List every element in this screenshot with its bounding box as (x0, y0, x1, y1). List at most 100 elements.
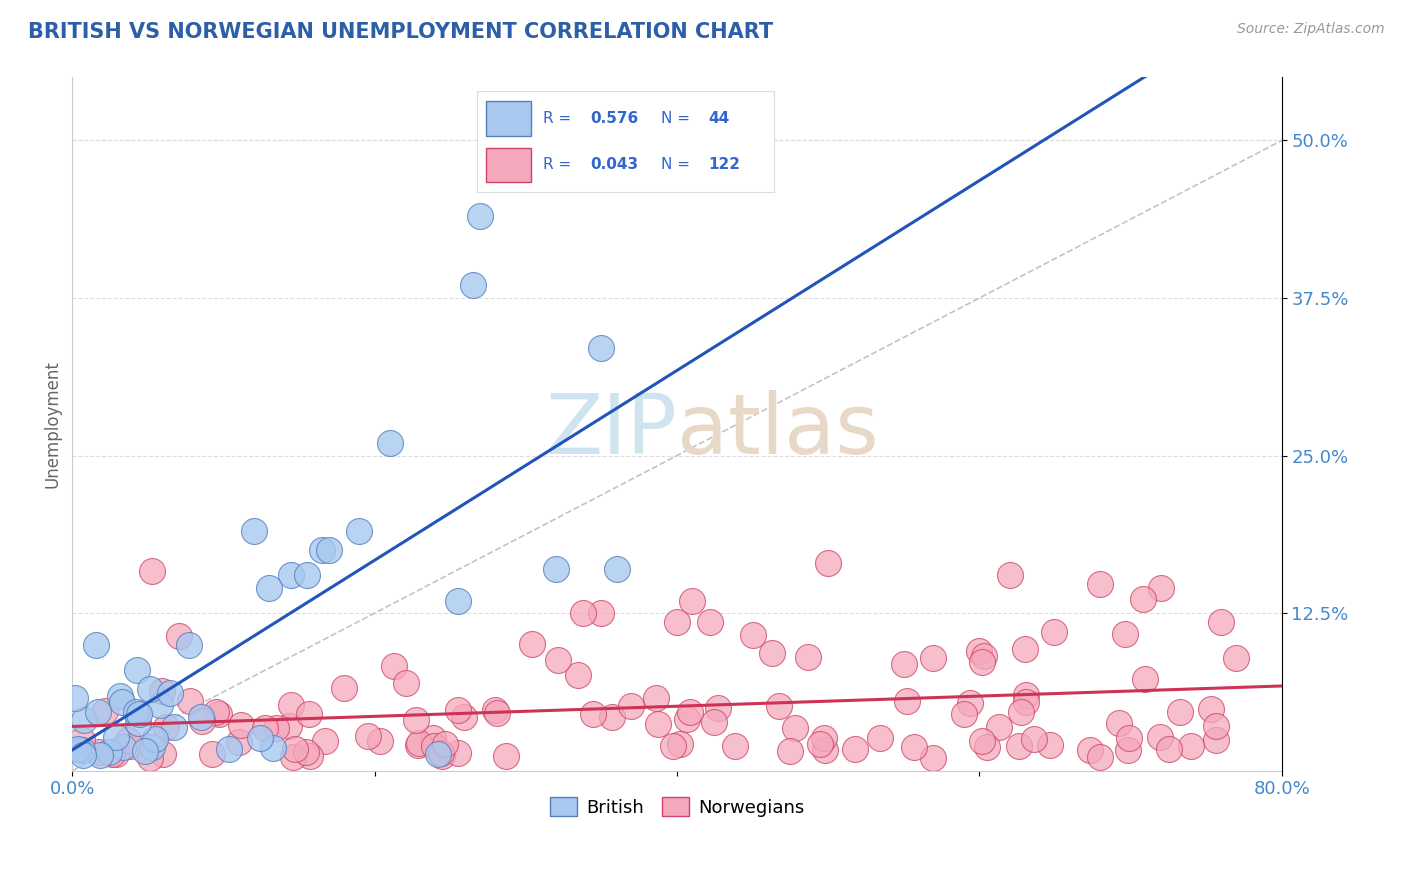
Point (1133, 672, 1156, 686)
Point (249, 731, 271, 745)
Point (127, 716, 149, 731)
Point (484, 704, 506, 718)
Point (311, 543, 333, 558)
Point (1008, 739, 1031, 753)
Point (191, 714, 214, 728)
Point (682, 593, 704, 607)
Point (572, 607, 595, 621)
Point (1024, 732, 1046, 747)
Point (228, 735, 250, 749)
Point (973, 649, 995, 664)
Point (972, 655, 994, 669)
Point (218, 742, 240, 756)
Point (893, 657, 915, 671)
Point (779, 744, 801, 758)
Point (72, 747, 94, 762)
Point (703, 715, 725, 730)
Point (110, 689, 132, 703)
Point (169, 629, 191, 643)
Point (284, 742, 307, 756)
Point (921, 650, 943, 665)
Point (257, 581, 280, 595)
Legend: British, Norwegians: British, Norwegians (543, 790, 811, 824)
Point (662, 739, 685, 753)
Point (485, 706, 508, 720)
Point (333, 681, 356, 696)
Point (430, 747, 453, 761)
Point (922, 751, 945, 765)
Point (368, 734, 391, 748)
Point (1039, 738, 1062, 752)
Point (1114, 626, 1136, 640)
Point (797, 650, 820, 665)
Point (150, 684, 173, 698)
Point (426, 747, 449, 761)
Point (1108, 716, 1130, 731)
Point (669, 737, 692, 751)
Point (208, 706, 231, 721)
Point (676, 712, 699, 726)
Point (970, 733, 993, 747)
Point (349, 524, 371, 539)
Point (522, 637, 544, 651)
Point (128, 707, 150, 722)
Point (495, 749, 517, 764)
Point (453, 710, 475, 724)
Point (179, 693, 201, 707)
Point (72, 714, 94, 728)
Point (741, 627, 763, 641)
Point (406, 739, 429, 753)
Point (253, 721, 276, 735)
Point (143, 731, 166, 746)
Point (430, 749, 453, 764)
Point (298, 706, 321, 721)
Point (422, 731, 444, 746)
Point (1157, 741, 1180, 756)
Text: BRITISH VS NORWEGIAN UNEMPLOYMENT CORRELATION CHART: BRITISH VS NORWEGIAN UNEMPLOYMENT CORREL… (28, 22, 773, 42)
Point (229, 718, 252, 732)
Point (547, 653, 569, 667)
Point (814, 743, 837, 757)
Text: atlas: atlas (676, 391, 879, 472)
Point (134, 744, 156, 758)
Point (357, 729, 380, 743)
Point (101, 747, 124, 761)
Point (405, 713, 427, 727)
Text: Source: ZipAtlas.com: Source: ZipAtlas.com (1237, 22, 1385, 37)
Point (281, 750, 304, 764)
Point (205, 705, 228, 719)
Point (600, 709, 623, 723)
Point (94, 704, 117, 718)
Point (1043, 624, 1066, 639)
Point (155, 720, 177, 734)
Point (679, 705, 702, 719)
Point (200, 747, 222, 762)
Point (998, 568, 1021, 582)
Point (139, 681, 162, 696)
Point (127, 663, 149, 677)
Point (152, 747, 174, 761)
Point (1205, 719, 1227, 733)
Point (1149, 730, 1171, 744)
Point (1080, 743, 1102, 757)
Point (1168, 706, 1191, 720)
Point (813, 731, 835, 745)
Point (242, 524, 264, 539)
Point (1090, 750, 1112, 764)
Point (280, 568, 302, 582)
Y-axis label: Unemployment: Unemployment (44, 360, 60, 488)
Point (141, 740, 163, 755)
Text: ZIP: ZIP (546, 391, 676, 472)
Point (1014, 642, 1036, 657)
Point (408, 736, 430, 750)
Point (1180, 739, 1202, 753)
Point (125, 705, 148, 719)
Point (645, 690, 668, 705)
Point (1211, 615, 1233, 629)
Point (159, 686, 181, 700)
Point (707, 701, 730, 715)
Point (447, 593, 470, 607)
Point (768, 699, 790, 714)
Point (104, 747, 127, 761)
Point (264, 722, 287, 736)
